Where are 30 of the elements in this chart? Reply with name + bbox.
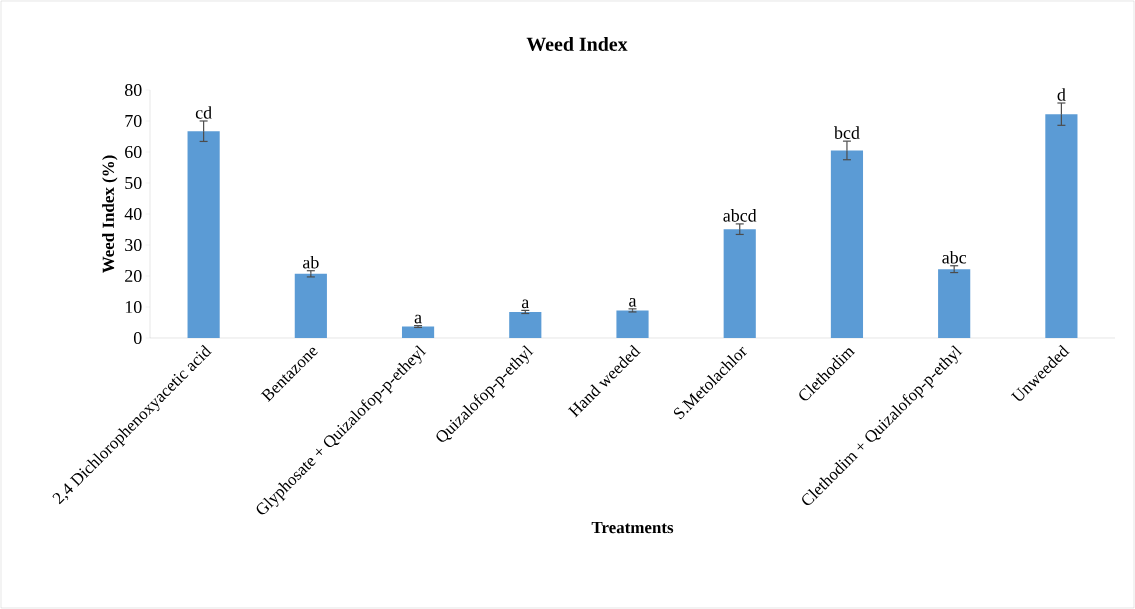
bar [1045, 114, 1078, 338]
data-label: a [629, 298, 637, 307]
y-tick-label: 30 [125, 238, 142, 252]
y-tick-label: 10 [125, 300, 142, 314]
bar [187, 131, 220, 338]
data-label: abcd [723, 209, 757, 222]
y-tick-label: 50 [125, 176, 142, 190]
y-tick-label: 60 [125, 145, 142, 159]
bar [294, 273, 327, 338]
data-label: d [1057, 88, 1066, 101]
bar [723, 229, 756, 338]
y-tick-label: 70 [125, 114, 142, 128]
data-label: abc [942, 250, 967, 264]
x-axis-title: Treatments [591, 521, 674, 534]
bar [509, 311, 542, 338]
data-label: a [521, 299, 530, 309]
y-axis-title: Weed Index (%) [102, 155, 118, 274]
chart-title: Weed Index [526, 36, 628, 52]
y-tick-label: 20 [125, 269, 142, 283]
y-tick-label: 0 [133, 331, 142, 345]
y-tick-label: 80 [124, 83, 142, 97]
bar [401, 326, 435, 338]
data-label: a [414, 314, 422, 324]
data-label: ab [303, 255, 319, 269]
bar [830, 150, 864, 338]
data-label: bcd [834, 126, 860, 139]
bar [938, 269, 971, 338]
bar [616, 310, 649, 338]
y-tick-label: 40 [124, 207, 142, 221]
data-label: cd [195, 106, 212, 119]
